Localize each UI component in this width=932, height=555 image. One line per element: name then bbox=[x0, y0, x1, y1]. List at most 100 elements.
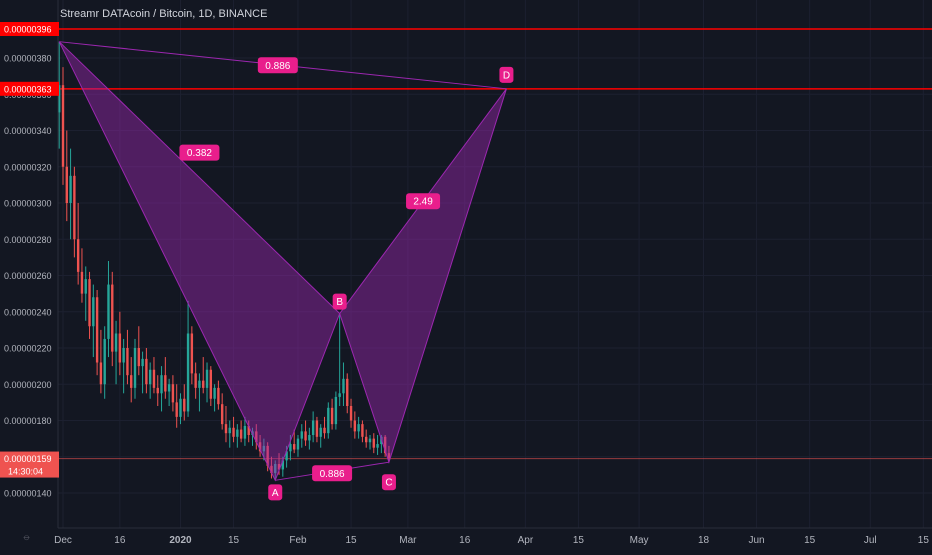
candle-body bbox=[122, 348, 125, 363]
candle-body bbox=[323, 427, 326, 434]
x-tick-label: Jul bbox=[864, 535, 877, 546]
y-tick-label: 0.00000340 bbox=[4, 126, 52, 136]
candle-body bbox=[289, 444, 292, 452]
x-tick-label: Jun bbox=[749, 535, 765, 546]
candle-body bbox=[179, 398, 182, 417]
candle-body bbox=[92, 297, 95, 327]
candle-body bbox=[274, 464, 277, 474]
last-price-badge bbox=[0, 451, 59, 478]
candle-body bbox=[338, 393, 341, 397]
candle-body bbox=[232, 427, 235, 437]
candle-body bbox=[228, 427, 231, 434]
candle-body bbox=[141, 358, 144, 367]
candle-body bbox=[186, 333, 190, 412]
candle-body bbox=[258, 442, 262, 452]
candle-body bbox=[118, 333, 122, 363]
candle-body bbox=[243, 425, 247, 439]
ratio-label-xab: 0.382 bbox=[187, 148, 212, 159]
last-price-label: 0.00000159 bbox=[4, 454, 52, 464]
candle-body bbox=[217, 387, 220, 405]
y-tick-label: 0.00000180 bbox=[4, 416, 52, 426]
candle-body bbox=[357, 424, 360, 432]
pattern-point-a-label: A bbox=[272, 488, 279, 499]
x-tick-label: 15 bbox=[228, 535, 240, 546]
candle-body bbox=[334, 396, 338, 425]
ratio-label-abc: 0.886 bbox=[320, 469, 345, 480]
y-tick-label: 0.00000240 bbox=[4, 307, 52, 317]
candle-body bbox=[296, 438, 300, 450]
candle-body bbox=[361, 424, 364, 437]
candle-body bbox=[365, 436, 368, 443]
candle-body bbox=[164, 375, 167, 392]
x-tick-label: Feb bbox=[289, 535, 307, 546]
candle-body bbox=[76, 239, 80, 272]
candle-body bbox=[285, 451, 288, 461]
x-tick-label: Dec bbox=[54, 535, 72, 546]
candle-body bbox=[73, 175, 76, 240]
candle-body bbox=[300, 431, 303, 439]
pattern-triangle-xab[interactable] bbox=[58, 41, 341, 482]
ratio-label-xad: 0.886 bbox=[265, 61, 290, 72]
candle-body bbox=[160, 375, 163, 394]
candle-body bbox=[107, 284, 110, 339]
y-tick-label: 0.00000320 bbox=[4, 162, 52, 172]
pattern-point-c-label-badge bbox=[381, 474, 396, 491]
candle-body bbox=[95, 297, 99, 363]
x-tick-label: 2020 bbox=[169, 535, 192, 546]
candle-body bbox=[130, 375, 133, 388]
tradingview-logo-icon[interactable]: ⦵ bbox=[22, 531, 32, 543]
candle-body bbox=[376, 444, 379, 448]
y-tick-label: 0.00000220 bbox=[4, 344, 52, 354]
candle-body bbox=[209, 369, 213, 399]
candle-body bbox=[319, 427, 322, 437]
candle-body bbox=[239, 429, 243, 439]
candle-body bbox=[114, 333, 118, 352]
pattern-point-a-label-badge bbox=[268, 484, 283, 501]
candle-body bbox=[80, 271, 84, 294]
y-axis[interactable]: 0.000001400.000001600.000001800.00000200… bbox=[0, 0, 59, 550]
candle-body bbox=[342, 378, 345, 394]
candle-body bbox=[198, 380, 201, 388]
candle-body bbox=[152, 369, 156, 388]
candle-body bbox=[304, 431, 307, 441]
candle-body bbox=[202, 380, 205, 388]
candle-body bbox=[156, 387, 159, 394]
candle-body bbox=[103, 338, 106, 385]
candle-body bbox=[308, 435, 311, 441]
y-tick-label: 0.00000140 bbox=[4, 489, 52, 499]
candle-body bbox=[266, 445, 269, 466]
x-axis[interactable]: Dec 16 2020 15 Feb 15 Mar 16 Apr 15 May 18 Jun 15 Jul 1… bbox=[54, 527, 932, 546]
candle-body bbox=[111, 284, 114, 352]
x-tick-label: 16 bbox=[459, 535, 471, 546]
candle-body bbox=[353, 420, 357, 432]
harmonic-pattern-layer[interactable]: A B C D 0.382 0.886 2.49 0.886 bbox=[58, 41, 514, 501]
x-tick-label: 15 bbox=[345, 535, 357, 546]
x-tick-label: 15 bbox=[918, 535, 930, 546]
candle-body bbox=[148, 369, 152, 385]
candle-body bbox=[88, 279, 91, 327]
candle-body bbox=[387, 453, 391, 459]
ratio-label-xab-badge bbox=[179, 144, 220, 161]
candle-body bbox=[255, 431, 258, 443]
candle-body bbox=[327, 407, 330, 434]
candle-body bbox=[220, 404, 224, 425]
grid-layer bbox=[58, 0, 932, 528]
chart-title: Streamr DATAcoin / Bitcoin, 1D, BINANCE bbox=[60, 8, 268, 20]
candle-body bbox=[84, 279, 87, 294]
candle-body bbox=[315, 420, 319, 437]
candle-body bbox=[167, 384, 171, 392]
candle-body bbox=[292, 444, 296, 450]
x-tick-label: May bbox=[630, 535, 649, 546]
candle-body bbox=[383, 436, 387, 454]
ratio-label-abc-badge bbox=[312, 465, 353, 482]
pattern-point-b-label: B bbox=[336, 297, 343, 308]
candle-body bbox=[224, 424, 228, 434]
level-label-badge bbox=[0, 81, 59, 96]
candle-body bbox=[372, 438, 375, 448]
ratio-label-bcd: 2.49 bbox=[413, 197, 433, 208]
candle-body bbox=[262, 445, 266, 452]
candle-body bbox=[247, 425, 250, 435]
candle-body bbox=[349, 406, 353, 421]
